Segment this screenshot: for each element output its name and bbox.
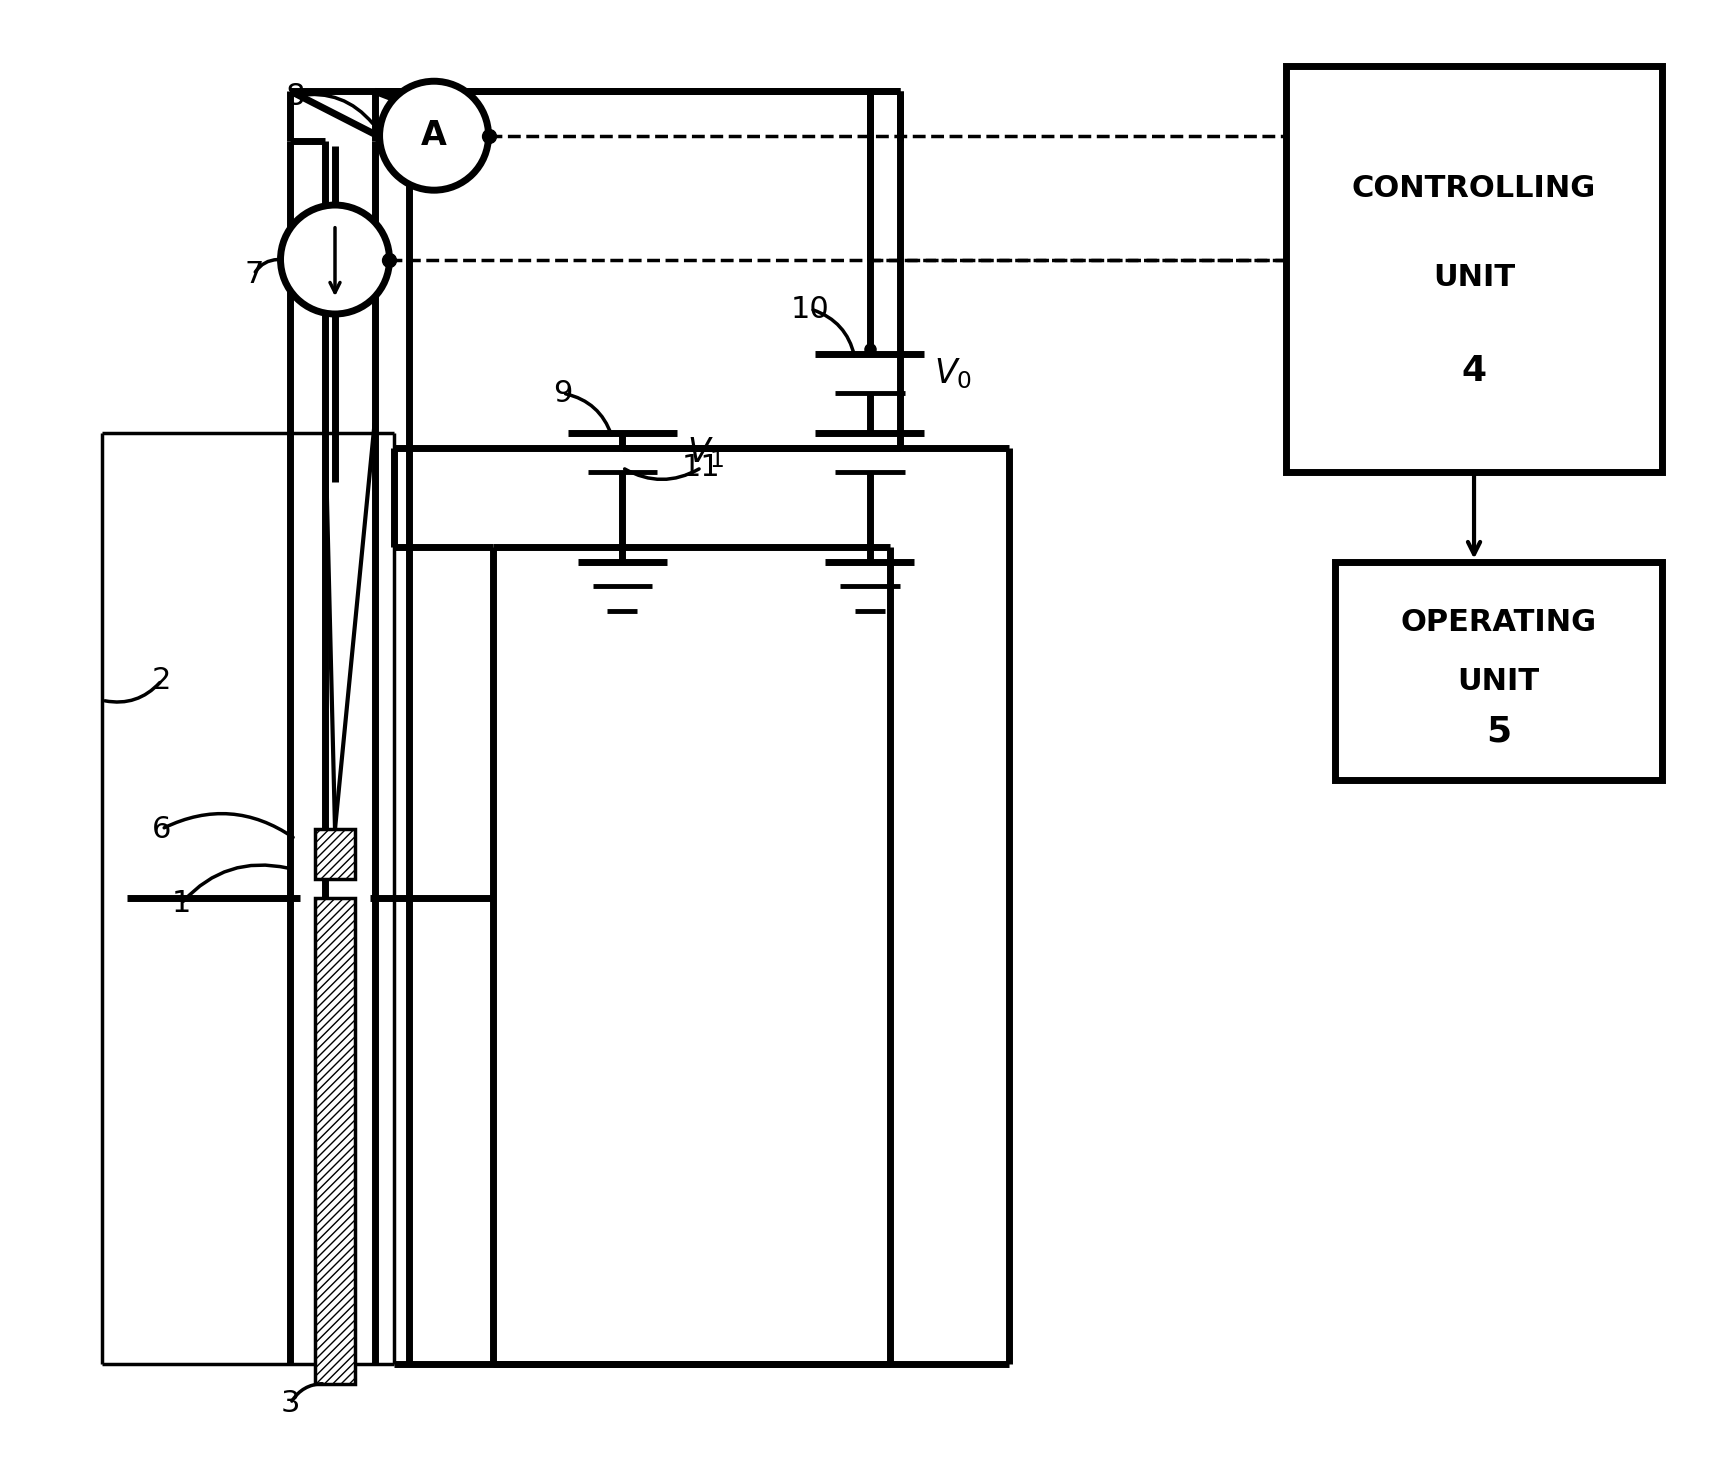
Text: 4: 4 xyxy=(1461,354,1487,388)
Circle shape xyxy=(280,205,390,315)
Bar xyxy=(314,899,355,1384)
Text: 2: 2 xyxy=(152,666,171,695)
Text: 5: 5 xyxy=(1487,714,1511,749)
Text: 9: 9 xyxy=(554,379,573,408)
Text: 8: 8 xyxy=(285,82,306,111)
Text: 7: 7 xyxy=(244,259,263,288)
Circle shape xyxy=(379,82,489,191)
Text: 11: 11 xyxy=(682,453,721,482)
Bar xyxy=(1285,67,1663,472)
Text: $V_1$: $V_1$ xyxy=(687,436,725,471)
Text: CONTROLLING: CONTROLLING xyxy=(1352,173,1596,203)
Text: OPERATING: OPERATING xyxy=(1401,608,1596,637)
Text: A: A xyxy=(420,119,448,152)
Text: 6: 6 xyxy=(152,814,171,844)
Text: 10: 10 xyxy=(791,294,831,323)
Bar xyxy=(1335,561,1663,779)
Text: $V_0$: $V_0$ xyxy=(935,356,972,390)
Text: UNIT: UNIT xyxy=(1458,667,1540,696)
Text: 3: 3 xyxy=(280,1389,301,1418)
Bar xyxy=(314,829,355,879)
Text: 1: 1 xyxy=(173,889,191,918)
Text: UNIT: UNIT xyxy=(1432,264,1516,291)
